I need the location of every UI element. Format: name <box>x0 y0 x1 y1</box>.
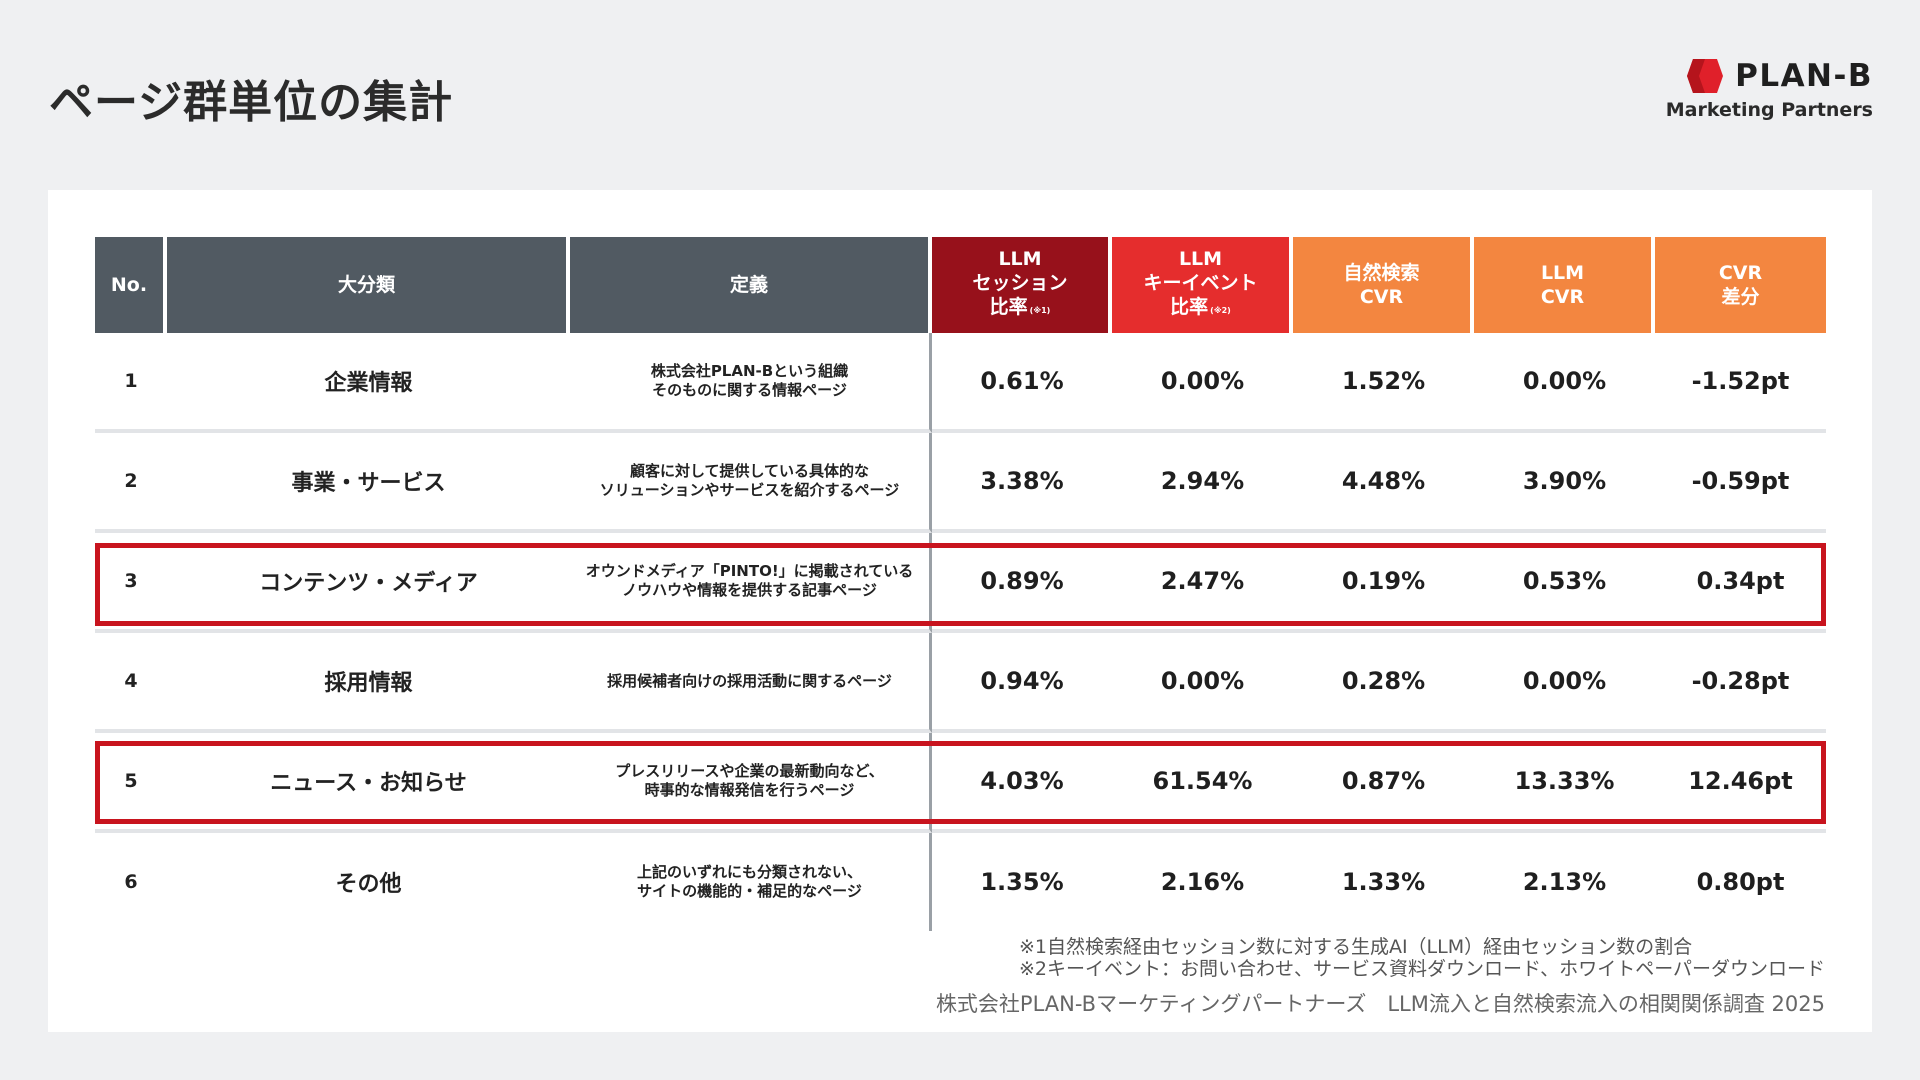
content-card: No. 大分類 定義 LLM セッション 比率 (※1) LLM キーイベント 比… <box>48 190 1872 1032</box>
row-llm-session: 3.38% <box>932 433 1112 533</box>
row-no: 1 <box>95 333 167 433</box>
row-definition: 上記のいずれにも分類されない、 サイトの機能的・補足的なページ <box>570 833 932 931</box>
table-row: 4 採用情報 採用候補者向けの採用活動に関するページ 0.94% 0.00% 0… <box>95 633 1826 733</box>
row-organic-cvr: 0.87% <box>1293 733 1474 833</box>
page-title: ページ群単位の集計 <box>49 77 454 128</box>
header-cvr-diff: CVR 差分 <box>1655 237 1826 333</box>
row-llm-keyevent: 2.94% <box>1112 433 1293 533</box>
brand-subtitle: Marketing Partners <box>1665 99 1873 121</box>
aggregation-table: No. 大分類 定義 LLM セッション 比率 (※1) LLM キーイベント 比… <box>95 237 1826 931</box>
table-row: 6 その他 上記のいずれにも分類されない、 サイトの機能的・補足的なページ 1.… <box>95 833 1826 931</box>
table-row-highlighted: 5 ニュース・お知らせ プレスリリースや企業の最新動向など、 時事的な情報発信を… <box>95 733 1826 833</box>
row-llm-keyevent: 2.16% <box>1160 868 1245 896</box>
table-row: 1 企業情報 株式会社PLAN-Bという組織 そのものに関する情報ページ 0.6… <box>95 333 1826 433</box>
header-no: No. <box>95 237 167 333</box>
footnote-ref-1: (※1) <box>1029 306 1051 315</box>
row-no: 2 <box>95 433 167 533</box>
header-definition: 定義 <box>570 237 932 333</box>
footnotes: ※1自然検索経由セッション数に対する生成AI（LLM）経由セッション数の割合 ※… <box>1019 936 1825 980</box>
row-llm-cvr: 2.13% <box>1522 868 1607 896</box>
row-organic-cvr: 1.52% <box>1293 333 1474 433</box>
row-no: 5 <box>95 733 167 833</box>
row-cvr-diff: 0.80pt <box>1696 868 1785 896</box>
row-llm-session: 0.94% <box>932 633 1112 733</box>
row-llm-session: 4.03% <box>932 733 1112 833</box>
footnote-1: ※1自然検索経由セッション数に対する生成AI（LLM）経由セッション数の割合 <box>1018 936 1693 958</box>
row-llm-keyevent: 2.47% <box>1112 533 1293 633</box>
row-category: 企業情報 <box>167 333 570 433</box>
row-llm-cvr: 0.00% <box>1474 333 1655 433</box>
footnote-2: ※2キーイベント：お問い合わせ、サービス資料ダウンロード、ホワイトペーパーダウン… <box>1018 958 1825 980</box>
row-organic-cvr: 1.33% <box>1341 868 1426 896</box>
footnote-ref-2: (※2) <box>1210 306 1231 315</box>
header-category: 大分類 <box>167 237 570 333</box>
header-organic-cvr: 自然検索 CVR <box>1293 237 1474 333</box>
table-header-row: No. 大分類 定義 LLM セッション 比率 (※1) LLM キーイベント 比… <box>95 237 1826 333</box>
source-credit: 株式会社PLAN-Bマーケティングパートナーズ LLM流入と自然検索流入の相関関… <box>935 992 1825 1016</box>
row-llm-cvr: 0.00% <box>1474 633 1655 733</box>
row-llm-keyevent: 61.54% <box>1112 733 1293 833</box>
row-cvr-diff: -1.52pt <box>1655 333 1826 433</box>
header-llm-keyevent-rate: LLM キーイベント 比率 (※2) <box>1112 237 1293 333</box>
row-no: 4 <box>95 633 167 733</box>
row-llm-session: 1.35% <box>980 868 1064 896</box>
row-llm-cvr: 0.53% <box>1474 533 1655 633</box>
header-llm-cvr: LLM CVR <box>1474 237 1655 333</box>
row-llm-session: 0.89% <box>932 533 1112 633</box>
header-llm-session-rate: LLM セッション 比率 (※1) <box>932 237 1112 333</box>
row-organic-cvr: 0.19% <box>1293 533 1474 633</box>
row-llm-keyevent: 0.00% <box>1112 633 1293 733</box>
row-definition: 株式会社PLAN-Bという組織 そのものに関する情報ページ <box>570 333 932 433</box>
row-category: その他 <box>335 872 402 897</box>
row-definition: プレスリリースや企業の最新動向など、 時事的な情報発信を行うページ <box>570 733 932 833</box>
table-row-highlighted: 3 コンテンツ・メディア オウンドメディア「PINTO!」に掲載されている ノウ… <box>95 533 1826 633</box>
row-no: 3 <box>95 533 167 633</box>
row-cvr-diff: -0.28pt <box>1655 633 1826 733</box>
row-category: ニュース・お知らせ <box>167 733 570 833</box>
table-row: 2 事業・サービス 顧客に対して提供している具体的な ソリューションやサービスを… <box>95 433 1826 533</box>
row-llm-keyevent: 0.00% <box>1112 333 1293 433</box>
row-llm-cvr: 13.33% <box>1474 733 1655 833</box>
plan-b-logo-mark-icon <box>1687 59 1724 93</box>
row-category: コンテンツ・メディア <box>167 533 570 633</box>
row-cvr-diff: 0.34pt <box>1655 533 1826 633</box>
row-category: 事業・サービス <box>167 433 570 533</box>
row-organic-cvr: 4.48% <box>1293 433 1474 533</box>
row-llm-cvr: 3.90% <box>1474 433 1655 533</box>
row-definition: 顧客に対して提供している具体的な ソリューションやサービスを紹介するページ <box>570 433 932 533</box>
row-organic-cvr: 0.28% <box>1293 633 1474 733</box>
row-definition: 採用候補者向けの採用活動に関するページ <box>570 633 932 733</box>
row-llm-session: 0.61% <box>932 333 1112 433</box>
row-definition: オウンドメディア「PINTO!」に掲載されている ノウハウや情報を提供する記事ペ… <box>570 533 932 633</box>
row-no: 6 <box>124 871 138 893</box>
row-cvr-diff: 12.46pt <box>1655 733 1826 833</box>
brand-name: PLAN-B <box>1735 58 1873 94</box>
brand-logo: PLAN-B Marketing Partners <box>1666 58 1873 121</box>
row-category: 採用情報 <box>167 633 570 733</box>
row-cvr-diff: -0.59pt <box>1655 433 1826 533</box>
